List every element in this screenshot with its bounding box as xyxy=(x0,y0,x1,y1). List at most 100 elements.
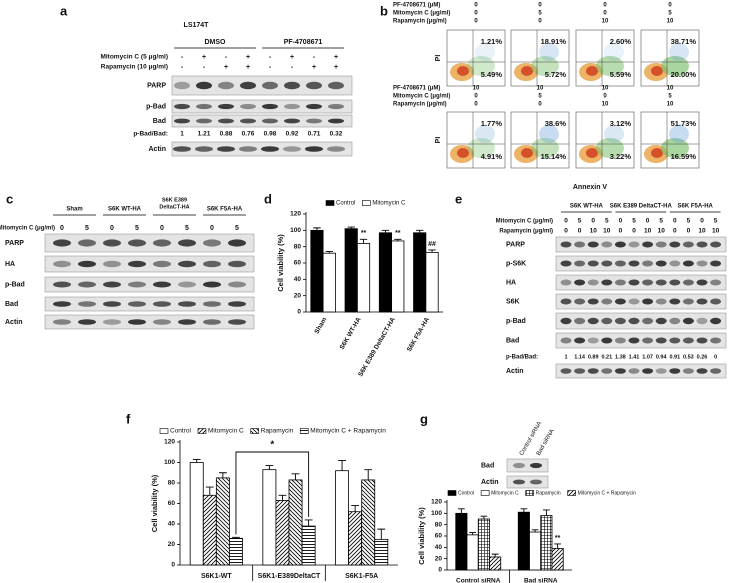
blot-band xyxy=(53,301,71,307)
y-tick-label: 40 xyxy=(294,276,302,283)
blot-band xyxy=(696,317,708,325)
lane-value: + xyxy=(334,54,338,61)
bar xyxy=(335,470,349,566)
ratio-label: p-Bad/Bad: xyxy=(133,131,168,138)
blot xyxy=(555,293,727,310)
bar xyxy=(466,534,479,571)
y-tick-label: 20 xyxy=(168,541,176,548)
blot-band xyxy=(78,301,96,307)
blot-band xyxy=(669,241,681,248)
lane-value: 0 xyxy=(564,218,568,225)
quadrant-percent: 4.91% xyxy=(481,152,503,161)
lane-value: - xyxy=(203,64,206,71)
condition-value: 0 xyxy=(603,11,607,17)
cell-cloud xyxy=(651,148,663,158)
blot-band xyxy=(696,241,708,248)
legend-swatch xyxy=(447,490,457,496)
blot-band xyxy=(655,260,667,267)
cell-cloud xyxy=(669,43,689,61)
bar xyxy=(189,462,204,566)
blot-band xyxy=(669,337,681,344)
y-tick-label: 60 xyxy=(168,500,176,507)
blot-band xyxy=(587,241,599,248)
quadrant-percent: 16.59% xyxy=(671,152,697,161)
legend-swatch xyxy=(480,490,490,496)
blot-band xyxy=(642,241,654,248)
blot xyxy=(555,274,727,291)
error-bar xyxy=(491,553,499,557)
bar xyxy=(540,515,553,571)
blot-band xyxy=(328,118,344,124)
error-bar xyxy=(278,494,287,501)
quadrant-percent: 1.21% xyxy=(481,37,503,46)
blot-band xyxy=(560,279,572,286)
blot-band xyxy=(262,81,278,90)
blot-band xyxy=(78,319,96,325)
quadrant-percent: 3.12% xyxy=(610,119,632,128)
ratio-value: 0.98 xyxy=(264,131,277,138)
blot-band xyxy=(218,118,234,124)
y-tick-label: 60 xyxy=(294,260,302,267)
ratio-value: 0.21 xyxy=(601,354,612,360)
ratio-value: 0.53 xyxy=(683,354,694,360)
bar xyxy=(477,518,490,571)
condition-label: Rapamycin (μg/ml) xyxy=(393,19,447,25)
blot-band xyxy=(628,337,640,344)
blot-band xyxy=(284,118,300,124)
blot-band xyxy=(601,368,613,374)
significance-mark: ## xyxy=(428,241,436,248)
blot-band xyxy=(153,260,171,268)
condition-value: 10 xyxy=(667,86,674,92)
cell-cloud xyxy=(467,138,495,158)
ratio-value: 0.92 xyxy=(286,131,299,138)
blot-band xyxy=(173,146,191,152)
lane-value: 0 xyxy=(619,228,623,235)
blot-band xyxy=(560,241,572,248)
condition-label: PF-4708671 (μM) xyxy=(393,3,440,9)
error-bar xyxy=(338,460,346,471)
cell-cloud xyxy=(531,138,559,158)
condition-label: Mitomycin C (μg/ml) xyxy=(393,94,450,100)
lane-value: 5 xyxy=(578,218,582,225)
blot-band xyxy=(574,241,586,248)
legend-label: Control xyxy=(336,201,355,207)
quadrant-percent: 38.71% xyxy=(671,37,697,46)
condition-label: PF-4708671 (μM) xyxy=(393,86,440,92)
blot-band xyxy=(240,103,256,110)
blot-band xyxy=(696,298,708,305)
bar xyxy=(413,232,427,313)
blot-band xyxy=(642,298,654,305)
condition-value: 10 xyxy=(473,86,480,92)
cell-cloud xyxy=(651,66,663,76)
blot-band xyxy=(614,317,626,325)
x-tick-label: S6K1-F5A xyxy=(345,573,378,580)
blot-band xyxy=(78,239,96,247)
condition-label: Mitomycin C (μg/ml) xyxy=(393,11,450,17)
blot-band xyxy=(655,279,667,286)
error-bar xyxy=(232,536,240,539)
cell-cloud xyxy=(467,56,495,76)
lane-value: 10 xyxy=(644,228,652,235)
treatment-label: Rapamycin (μg/ml) xyxy=(499,229,553,235)
cell-cloud xyxy=(457,148,469,158)
legend-swatch xyxy=(197,428,207,434)
blot-band xyxy=(306,118,322,124)
y-tick-label: 100 xyxy=(431,510,442,517)
ratio-value: 0 xyxy=(714,354,717,360)
lane-value: 0 xyxy=(110,225,114,232)
bar xyxy=(378,232,393,313)
blot-band xyxy=(53,260,71,268)
treatment-label: Rapamycin (10 μg/ml) xyxy=(101,64,168,71)
panel-label: f xyxy=(126,411,131,426)
blot-band xyxy=(203,301,221,307)
blot-band xyxy=(601,260,613,267)
blot-band xyxy=(262,103,278,110)
blot-band xyxy=(328,81,344,90)
blot-band xyxy=(153,281,171,288)
x-tick-label: Bad siRNA xyxy=(524,578,558,583)
blot-band xyxy=(178,319,196,325)
blot-label: HA xyxy=(5,261,15,268)
bar xyxy=(529,531,542,571)
blot-band xyxy=(174,81,190,90)
